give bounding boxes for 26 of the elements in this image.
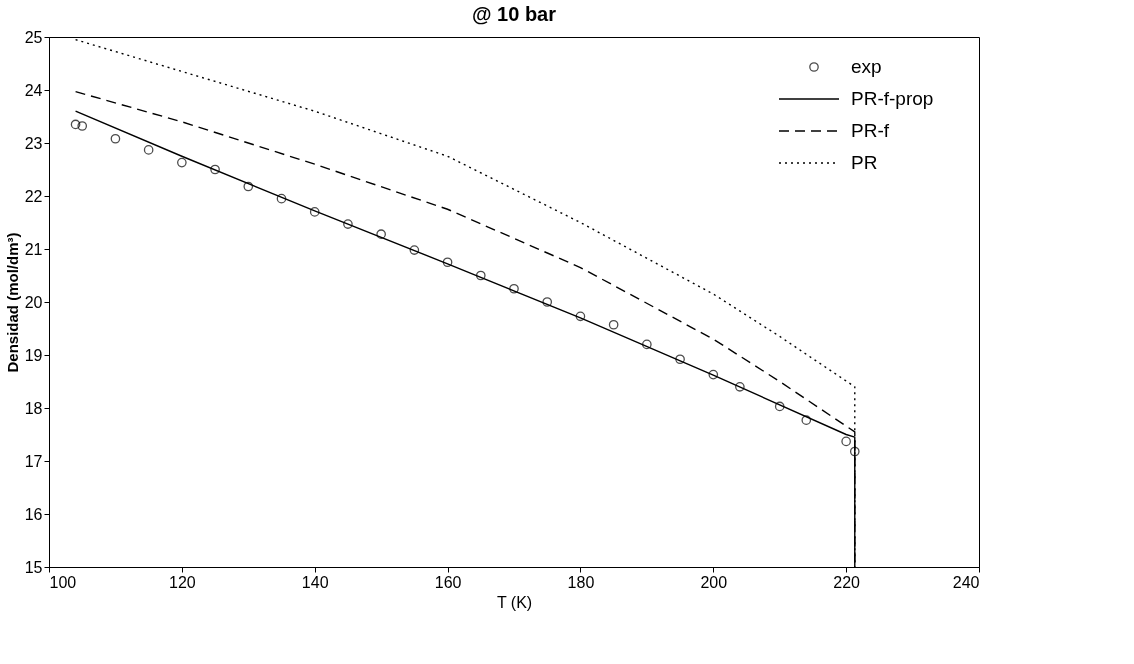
x-tick-label: 200 bbox=[700, 573, 728, 591]
legend-label: exp bbox=[851, 56, 882, 77]
chart-title: @ 10 bar bbox=[472, 3, 557, 25]
x-tick-label: 240 bbox=[952, 573, 980, 591]
y-tick-label: 17 bbox=[24, 452, 43, 470]
y-tick-label: 25 bbox=[24, 28, 43, 46]
y-tick-label: 15 bbox=[24, 558, 43, 576]
y-tick-label: 18 bbox=[24, 399, 43, 417]
y-axis-title: Densidad (mol/dm³) bbox=[3, 232, 21, 373]
x-tick-label: 120 bbox=[169, 573, 196, 591]
y-tick-label: 20 bbox=[24, 293, 43, 311]
x-tick-label: 100 bbox=[49, 573, 77, 591]
x-tick-label: 180 bbox=[567, 573, 595, 591]
legend-label: PR bbox=[851, 152, 878, 173]
legend-label: PR-f bbox=[851, 120, 890, 141]
y-tick-label: 21 bbox=[24, 240, 43, 258]
y-tick-label: 23 bbox=[24, 134, 43, 152]
y-tick-label: 16 bbox=[24, 505, 43, 523]
x-tick-label: 140 bbox=[301, 573, 329, 591]
legend-label: PR-f-prop bbox=[851, 88, 934, 109]
y-tick-label: 24 bbox=[24, 81, 43, 99]
y-tick-label: 19 bbox=[24, 346, 43, 364]
x-axis-title: T (K) bbox=[496, 593, 533, 611]
y-tick-label: 22 bbox=[24, 187, 43, 205]
x-tick-label: 160 bbox=[434, 573, 462, 591]
x-tick-label: 220 bbox=[833, 573, 861, 591]
